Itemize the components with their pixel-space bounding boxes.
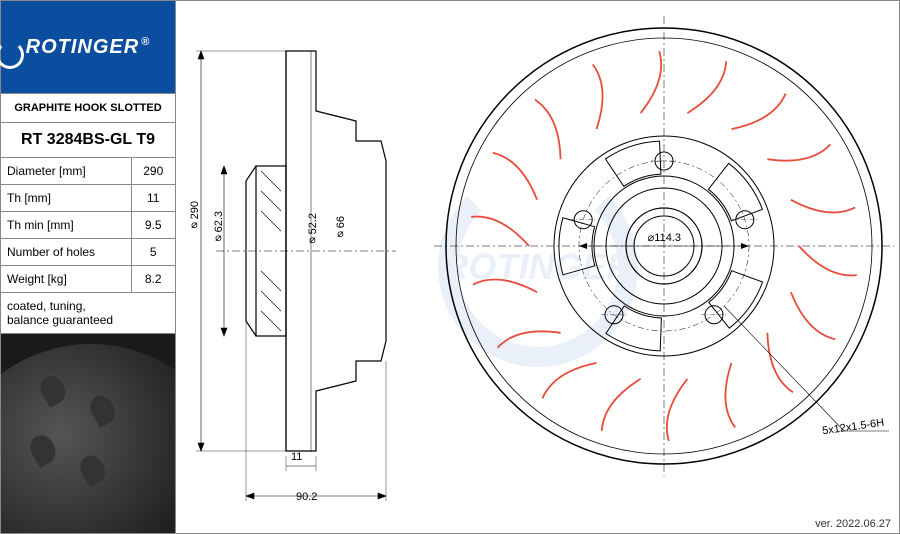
spec-value: 8.2	[131, 266, 175, 293]
spec-label: Th [mm]	[1, 185, 131, 212]
dim-d52-2: ⌀52.2	[306, 213, 319, 247]
dim-d290: ⌀290	[188, 201, 201, 232]
brand-logo: ROTINGER	[1, 1, 175, 93]
table-row: Diameter [mm]290	[1, 158, 175, 185]
spec-value: 11	[131, 185, 175, 212]
product-type: GRAPHITE HOOK SLOTTED	[1, 93, 175, 123]
spec-label: Th min [mm]	[1, 212, 131, 239]
spec-label: Weight [kg]	[1, 266, 131, 293]
front-view-drawing	[434, 11, 894, 491]
spec-value: 9.5	[131, 212, 175, 239]
dim-d66: ⌀66	[334, 216, 347, 241]
side-view-drawing	[186, 11, 436, 511]
table-row: Th [mm]11	[1, 185, 175, 212]
brand-name: ROTINGER	[26, 36, 151, 59]
page-container: ROTINGER GRAPHITE HOOK SLOTTED RT 3284BS…	[0, 0, 900, 534]
technical-drawing: ROTINGER	[176, 1, 899, 533]
dim-bolt-circle: ⌀114.3	[648, 231, 681, 244]
table-row: Th min [mm]9.5	[1, 212, 175, 239]
part-number: RT 3284BS-GL T9	[1, 123, 175, 158]
spec-label: Diameter [mm]	[1, 158, 131, 185]
dim-w11: 11	[291, 451, 302, 463]
table-row: Weight [kg]8.2	[1, 266, 175, 293]
dim-w90-2: 90.2	[296, 491, 317, 503]
spec-table: Diameter [mm]290 Th [mm]11 Th min [mm]9.…	[1, 158, 175, 293]
spec-value: 5	[131, 239, 175, 266]
spec-label: Number of holes	[1, 239, 131, 266]
product-photo	[1, 334, 175, 533]
spec-value: 290	[131, 158, 175, 185]
table-row: Number of holes5	[1, 239, 175, 266]
info-panel: ROTINGER GRAPHITE HOOK SLOTTED RT 3284BS…	[1, 1, 176, 533]
version-label: ver. 2022.06.27	[815, 518, 891, 530]
footer-note: coated, tuning, balance guaranteed	[1, 293, 175, 334]
dim-d62-3: ⌀62.3	[212, 211, 225, 245]
